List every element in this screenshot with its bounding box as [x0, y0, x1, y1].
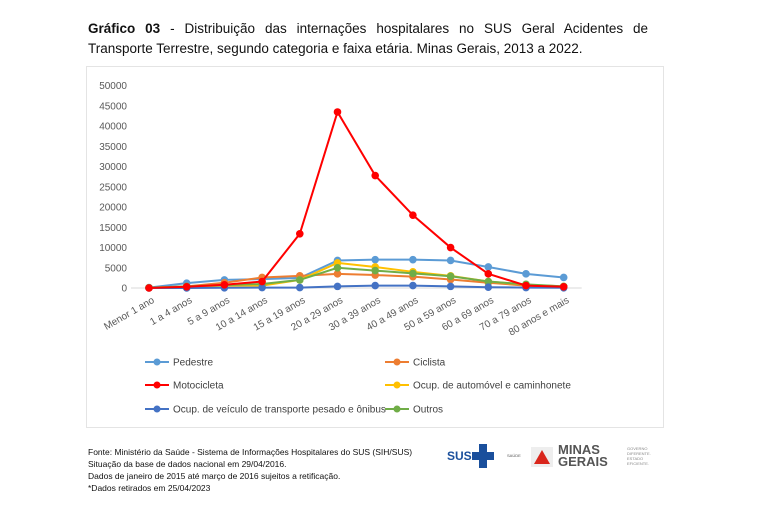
data-point — [296, 283, 304, 292]
data-point — [333, 270, 342, 278]
y-tick-label: 35000 — [99, 142, 127, 153]
chart-title: Gráfico 03 - Distribuição das internaçõe… — [88, 19, 648, 59]
data-point — [559, 273, 568, 282]
data-point — [409, 255, 417, 264]
y-tick-label: 20000 — [99, 203, 127, 214]
data-point — [333, 263, 342, 272]
data-point — [484, 283, 493, 291]
data-point — [371, 255, 380, 264]
data-point — [446, 272, 455, 281]
sus-cross-icon — [472, 444, 494, 468]
y-tick-label: 40000 — [99, 122, 127, 133]
footer-notes: Fonte: Ministério da Saúde - Sistema de … — [88, 446, 412, 494]
legend-marker — [393, 358, 401, 366]
legend-marker — [393, 381, 401, 389]
legend-marker — [153, 381, 161, 389]
minas-gerais-logo: MINAS GERAIS — [558, 442, 608, 469]
y-tick-label: 30000 — [99, 162, 127, 173]
data-point — [296, 276, 304, 284]
governo-tagline: GOVERNO DIFERENTE. ESTADO EFICIENTE. — [627, 446, 651, 466]
legend-label: Ocup. de veículo de transporte pesado e … — [173, 405, 386, 416]
data-point — [182, 282, 191, 291]
series-line-2 — [148, 109, 564, 289]
data-point — [446, 282, 455, 291]
data-point — [371, 266, 380, 275]
data-point — [258, 277, 266, 286]
data-point — [522, 270, 530, 278]
figure-number: Gráfico 03 — [88, 21, 161, 36]
y-tick-label: 45000 — [99, 101, 127, 112]
data-point — [258, 283, 266, 292]
y-tick-label: 15000 — [99, 223, 127, 234]
y-tick-label: 25000 — [99, 182, 127, 193]
legend-label: Motocicleta — [173, 381, 224, 392]
line-chart: 0 5000 10000 15000 20000 25000 30000 35000 40000… — [99, 81, 582, 416]
data-point — [409, 269, 417, 278]
legend-label: Outros — [413, 405, 443, 416]
data-point — [484, 277, 493, 286]
saude-label: SAÚDE — [507, 453, 521, 458]
legend-label: Ocup. de automóvel e caminhonete — [413, 381, 571, 392]
rectification-note: Dados de janeiro de 2015 até março de 20… — [88, 471, 341, 481]
x-tick-label: 1 a 4 anos — [148, 295, 194, 328]
data-point — [446, 243, 455, 252]
data-point — [371, 281, 380, 290]
source-note: Fonte: Ministério da Saúde - Sistema de … — [88, 447, 413, 457]
data-point — [371, 171, 380, 180]
y-tick-label: 0 — [121, 284, 127, 295]
legend-marker — [153, 358, 161, 366]
legend-label: Pedestre — [173, 358, 213, 369]
sus-logo: SUS — [447, 449, 472, 463]
data-point — [409, 281, 417, 290]
data-point — [296, 229, 304, 238]
x-tick-label: Menor 1 ano — [102, 295, 157, 333]
data-point — [522, 281, 530, 290]
legend-marker — [393, 405, 401, 413]
data-point — [484, 263, 493, 271]
data-point — [333, 108, 342, 116]
data-point — [409, 211, 417, 219]
y-tick-label: 50000 — [99, 81, 127, 92]
chart-area — [86, 66, 664, 428]
data-point — [446, 256, 455, 265]
series-line-4 — [149, 284, 564, 289]
data-point — [484, 270, 493, 278]
retrieval-note: *Dados retirados em 25/04/2023 — [88, 483, 211, 493]
y-tick-label: 5000 — [105, 263, 128, 274]
title-text: - Distribuição das internações hospitala… — [88, 21, 649, 56]
legend-marker — [153, 405, 161, 413]
data-point — [220, 280, 229, 289]
data-point — [559, 282, 568, 291]
series-line-1 — [148, 272, 564, 289]
data-point — [333, 282, 342, 291]
minas-gerais-triangle-icon — [531, 447, 553, 467]
logos: SUS SAÚDE MINAS GERAIS GOVERNO DIFERENTE. E… — [445, 442, 675, 474]
legend-label: Ciclista — [413, 358, 446, 369]
series-line-0 — [148, 258, 564, 289]
y-tick-label: 10000 — [99, 243, 127, 254]
database-note: Situação da base de dados nacional em 29… — [88, 459, 287, 469]
data-point — [145, 284, 153, 292]
